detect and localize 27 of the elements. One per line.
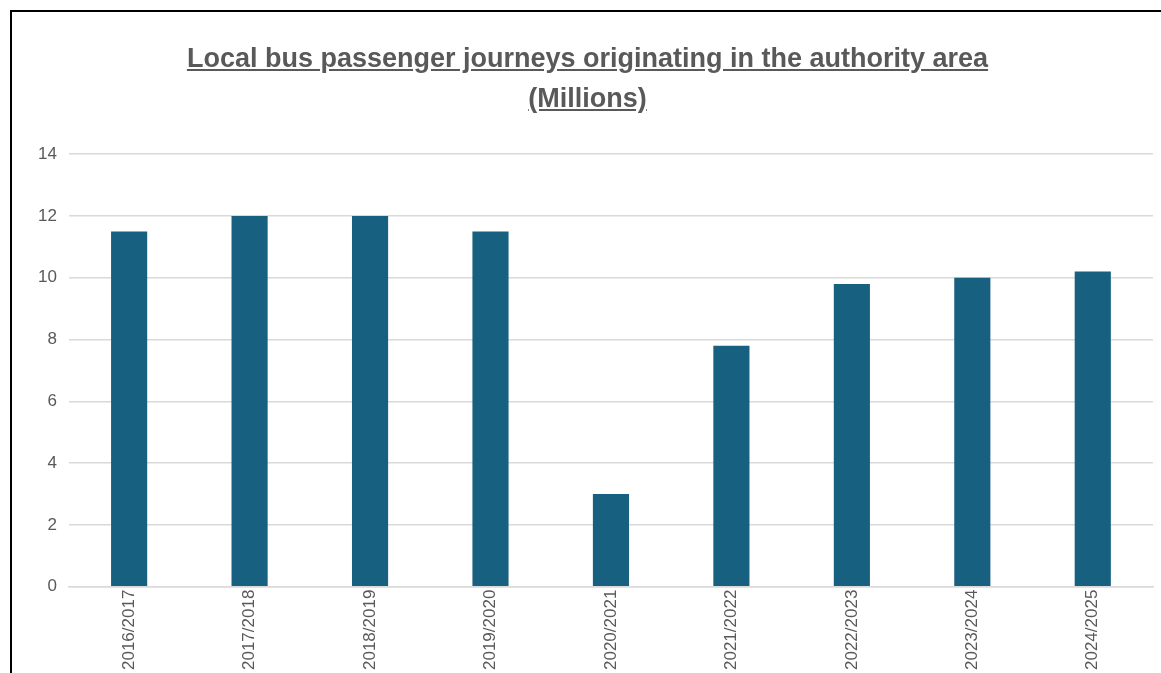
x-tick-label: 2019/2020 xyxy=(480,589,500,671)
chart-title: Local bus passenger journeys originating in the authority area (Millions) xyxy=(185,42,990,115)
bar xyxy=(954,277,991,586)
y-tick-label: 4 xyxy=(47,452,57,472)
y-tick-label: 8 xyxy=(47,329,57,349)
y-tick-label: 2 xyxy=(47,514,57,534)
y-tick-label: 10 xyxy=(37,267,57,287)
bar xyxy=(713,345,750,586)
bar xyxy=(231,215,268,586)
x-tick-label: 2017/2018 xyxy=(239,589,259,671)
bar xyxy=(351,215,389,586)
y-tick-label: 0 xyxy=(47,576,57,596)
y-tick-label: 12 xyxy=(37,205,57,225)
y-tick-label: 14 xyxy=(37,143,57,163)
x-tick-label: 2022/2023 xyxy=(841,589,861,671)
bar xyxy=(111,231,148,586)
x-tick-label: 2024/2025 xyxy=(1082,589,1102,671)
bar xyxy=(1074,271,1111,586)
x-tick-label: 2016/2017 xyxy=(118,589,138,671)
bar xyxy=(472,231,509,586)
x-tick-label: 2020/2021 xyxy=(600,589,620,671)
x-tick-label: 2018/2019 xyxy=(359,589,379,671)
y-tick-label: 6 xyxy=(47,391,57,410)
x-tick-label: 2021/2022 xyxy=(721,589,741,671)
bar xyxy=(833,283,870,586)
x-tick-label: 2023/2024 xyxy=(962,589,982,671)
bar xyxy=(592,493,630,586)
